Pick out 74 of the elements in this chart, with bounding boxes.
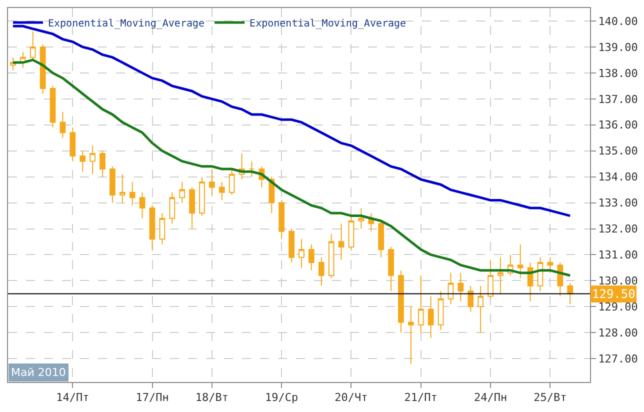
- line-series: [12, 58, 572, 277]
- candlestick: [468, 285, 474, 312]
- candlestick: [458, 272, 464, 302]
- candlestick: [547, 256, 554, 274]
- legend-label: Exponential_Moving_Average: [250, 18, 406, 30]
- candlestick: [448, 272, 454, 305]
- candlestick: [50, 85, 56, 128]
- candlestick: [318, 256, 324, 286]
- candlestick: [159, 212, 166, 245]
- candlestick: [428, 296, 434, 338]
- y-tick-label: 140.00: [598, 14, 638, 28]
- x-tick-label: 14/Пт: [56, 391, 90, 404]
- y-tick-label: 130.00: [598, 274, 638, 288]
- ref-line-label: 129.50: [592, 287, 636, 301]
- annotation: Май 2010: [11, 366, 66, 379]
- candlestick: [119, 174, 126, 204]
- candlestick: [100, 150, 106, 178]
- candlestick: [388, 246, 394, 292]
- y-tick-label: 132.00: [598, 222, 638, 236]
- x-tick-label: 21/Пт: [404, 391, 438, 404]
- candlestick: [60, 111, 66, 138]
- candlestick: [328, 233, 334, 279]
- y-tick-label: 128.00: [598, 326, 638, 340]
- x-tick-label: 24/Пн: [474, 391, 508, 404]
- y-tick-label: 139.00: [598, 40, 638, 54]
- candlestick: [438, 290, 444, 331]
- candlestick: [139, 192, 146, 219]
- y-tick-label: 138.00: [598, 66, 638, 80]
- candlestick: [378, 220, 384, 258]
- candlestick: [228, 168, 235, 196]
- x-tick-label: 18/Вт: [195, 391, 229, 404]
- y-tick-label: 135.00: [598, 144, 638, 158]
- y-tick-label: 136.00: [598, 118, 638, 132]
- candlestick: [199, 176, 205, 216]
- x-tick-label: 17/Пн: [136, 391, 169, 404]
- candlestick: [408, 306, 414, 364]
- candlestick: [567, 282, 574, 305]
- candlestick: [308, 244, 314, 271]
- candlestick: [358, 207, 364, 230]
- x-tick-label: 19/Ср: [265, 391, 298, 404]
- y-tick-label: 129.00: [598, 300, 638, 314]
- candlestick: [338, 223, 344, 260]
- candlestick: [80, 150, 86, 172]
- candlestick: [488, 259, 494, 300]
- candlestick: [90, 145, 96, 175]
- candlestick: [129, 182, 136, 206]
- candlestick: [398, 270, 404, 334]
- candlestick: [478, 285, 484, 334]
- candlestick: [30, 30, 36, 60]
- candlestick: [418, 275, 424, 334]
- candlestick: [517, 244, 524, 279]
- y-tick-label: 134.00: [598, 170, 638, 184]
- x-tick-label: 25/Вт: [534, 391, 567, 404]
- y-tick-label: 127.00: [598, 352, 638, 366]
- candlestick: [40, 44, 46, 94]
- candlestick: [149, 204, 156, 250]
- candlestick: [288, 228, 294, 264]
- candlestick: [70, 126, 76, 162]
- legend-label: Exponential_Moving_Average: [48, 18, 205, 30]
- y-tick-label: 131.00: [598, 248, 638, 262]
- candlestick: [298, 238, 304, 268]
- candlestick: [498, 256, 504, 294]
- candlestick: [348, 215, 354, 250]
- y-tick-label: 133.00: [598, 196, 638, 210]
- candlestick: [209, 168, 215, 196]
- candlestick: [189, 186, 195, 230]
- x-tick-label: 20/Чт: [334, 391, 368, 404]
- candlestick: [179, 182, 186, 204]
- y-tick-label: 137.00: [598, 92, 638, 106]
- candlestick: [278, 200, 285, 240]
- candlestick: [248, 160, 255, 178]
- candlestick: [218, 182, 225, 201]
- candlestick: [110, 166, 116, 204]
- candlestick: [169, 192, 176, 224]
